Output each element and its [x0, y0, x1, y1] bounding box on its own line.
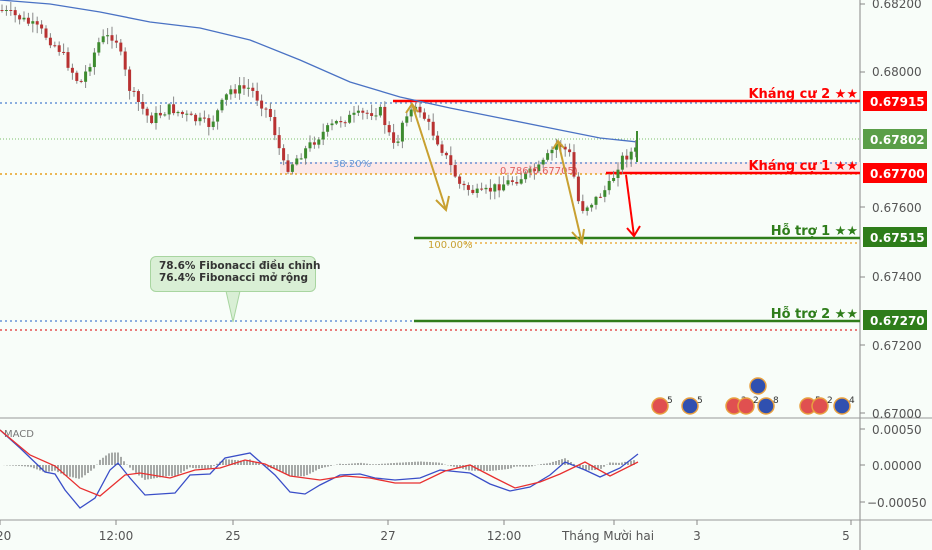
macd-axis[interactable]: 0.00050 0.00000 −0.00050 [860, 423, 927, 510]
svg-text:5: 5 [667, 396, 673, 406]
fibonacci-callout[interactable]: 78.6% Fibonacci điều chỉnh 76.4% Fibonac… [150, 256, 321, 292]
resistance-1-label: Kháng cự 1 ★★ [748, 159, 858, 174]
svg-text:0.67915: 0.67915 [870, 95, 925, 109]
svg-text:0.67270: 0.67270 [870, 314, 925, 328]
macd-tick: 0.00000 [872, 459, 922, 473]
time-tick: 25 [225, 529, 240, 543]
fib-arrows[interactable] [405, 102, 585, 246]
macd-tick: −0.00050 [867, 496, 927, 510]
resistance-2-label: Kháng cự 2 ★★ [748, 87, 858, 102]
svg-text:2: 2 [753, 396, 759, 406]
price-badge-current: 0.67802 [863, 129, 927, 149]
price-axis[interactable]: 0.68200 0.68000 0.67600 0.67400 0.67200 … [860, 0, 922, 421]
time-tick: 12:00 [487, 529, 522, 543]
economic-events[interactable]: 55228524 [651, 377, 855, 415]
macd-label: MACD [4, 429, 34, 440]
time-tick: 12:00 [99, 529, 134, 543]
us-flag-event-icon[interactable] [737, 397, 755, 415]
macd-tick: 0.00050 [872, 423, 922, 437]
svg-text:2: 2 [827, 396, 833, 406]
price-tick: 0.67400 [872, 270, 922, 284]
svg-text:0.67700: 0.67700 [870, 167, 925, 181]
time-tick: 27 [380, 529, 395, 543]
svg-text:0.67515: 0.67515 [870, 231, 925, 245]
fib-38-label: 38.20% [333, 159, 371, 170]
time-axis[interactable]: 20 12:00 25 27 12:00 Tháng Mười hai 3 5 [0, 520, 852, 543]
price-badge-support-1: 0.67515 [863, 227, 927, 247]
support-1-label: Hỗ trợ 1 ★★ [771, 224, 858, 239]
macd-line [0, 429, 639, 509]
moving-average-line [0, 0, 639, 143]
support-2-label: Hỗ trợ 2 ★★ [771, 307, 858, 322]
price-tick: 0.67200 [872, 339, 922, 353]
time-tick: 3 [693, 529, 701, 543]
price-badge-resistance-1: 0.67700 [863, 163, 927, 183]
svg-text:8: 8 [773, 396, 779, 406]
price-badge-support-2: 0.67270 [863, 310, 927, 330]
price-tick: 0.67600 [872, 201, 922, 215]
fib-zone [280, 162, 860, 174]
price-tick: 0.68200 [872, 0, 922, 11]
callout-line-2: 76.4% Fibonacci mở rộng [159, 272, 309, 284]
time-tick: 20 [0, 529, 11, 543]
price-badge-resistance-2: 0.67915 [863, 91, 927, 111]
price-tick: 0.67000 [872, 407, 922, 421]
price-tick: 0.68000 [872, 65, 922, 79]
red-arrow[interactable] [625, 174, 641, 238]
fib-786-label: 0.786(0.67705) [500, 166, 578, 177]
svg-text:5: 5 [697, 396, 703, 406]
time-tick: Tháng Mười hai [561, 529, 654, 543]
svg-text:4: 4 [849, 396, 855, 406]
fib-100-label: 100.00% [428, 240, 473, 251]
svg-text:0.67802: 0.67802 [870, 133, 925, 147]
au-flag-event-icon[interactable] [749, 377, 767, 395]
macd-signal-line [0, 429, 639, 497]
au-flag-event-icon[interactable] [833, 397, 851, 415]
au-flag-event-icon[interactable] [681, 397, 699, 415]
time-tick: 5 [842, 529, 850, 543]
candlesticks [0, 1, 638, 216]
callout-line-1: 78.6% Fibonacci điều chỉnh [159, 260, 321, 272]
us-flag-event-icon[interactable] [811, 397, 829, 415]
us-flag-event-icon[interactable] [651, 397, 669, 415]
au-flag-event-icon[interactable] [757, 397, 775, 415]
